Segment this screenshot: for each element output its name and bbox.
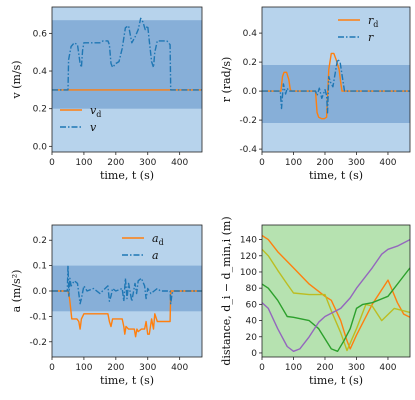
legend: rd r: [338, 14, 378, 44]
series-line-r_d: [262, 52, 410, 120]
x-tick-label: 100: [285, 363, 302, 373]
series-line-line-4: [262, 238, 410, 352]
y-tick-label: 0.6: [33, 29, 48, 39]
y-tick-label: -0.2: [29, 338, 47, 348]
y-tick-label: 0.0: [33, 287, 48, 297]
x-tick-label: 100: [285, 158, 302, 168]
y-tick-label: 0: [251, 349, 257, 359]
x-tick-label: 400: [379, 363, 396, 373]
x-tick-label: 100: [75, 363, 92, 373]
y-tick-label: 140: [240, 236, 257, 246]
plot-frame: [261, 224, 411, 358]
x-tick-label: 400: [379, 158, 396, 168]
x-tick-label: 400: [171, 363, 188, 373]
legend-label: r: [368, 31, 374, 44]
x-tick-label: 300: [348, 158, 365, 168]
x-tick-label: 200: [316, 363, 333, 373]
x-axis-label: time, t (s): [309, 169, 363, 182]
y-tick-label: 0.0: [243, 87, 258, 97]
y-axis-label: v (m/s): [10, 60, 23, 99]
series-line-line-2: [262, 248, 410, 352]
chart-panel-4: 0 100 200 300 400 0 20 40 60 80 100 120 140 time, t (…: [220, 216, 411, 387]
y-tick-label: 0.4: [33, 67, 48, 77]
y-tick-label: 60: [246, 300, 258, 310]
x-tick-label: 300: [348, 363, 365, 373]
y-axis-label: distance, d_i − d_min,i (m): [220, 216, 233, 365]
y-tick-label: -0.1: [29, 312, 47, 322]
series-line-line-1: [262, 234, 410, 350]
chart-panel-3: 0 100 200 300 400 -0.2 -0.1 0.0 0.1 0.2 time, t (s…: [10, 224, 203, 387]
series-line-r: [262, 58, 410, 114]
x-tick-label: 200: [107, 158, 124, 168]
y-tick-label: 80: [246, 284, 258, 294]
y-tick-label: 0.2: [33, 236, 47, 246]
chart-panel-2: 0 100 200 300 400 -0.4 -0.2 0.0 0.2 0.4 time, t (s…: [220, 6, 411, 182]
x-tick-label: 0: [49, 158, 55, 168]
plot-frame: [51, 6, 203, 153]
legend-label: rd: [368, 14, 378, 29]
y-tick-label: 0.2: [243, 58, 257, 68]
y-tick-label: 0.2: [33, 105, 47, 115]
y-tick-label: -0.4: [239, 145, 257, 155]
bound-band: [262, 225, 410, 357]
y-tick-label: 0.1: [33, 262, 47, 272]
x-axis-label: time, t (s): [100, 374, 154, 387]
bound-band: [52, 20, 202, 109]
legend: vd v: [60, 104, 101, 134]
x-tick-label: 300: [139, 363, 156, 373]
x-tick-label: 100: [75, 158, 92, 168]
series-line-a: [52, 264, 202, 305]
series-line-a_d: [52, 290, 202, 338]
legend: ad a: [122, 232, 164, 262]
x-tick-label: 200: [107, 363, 124, 373]
series-line-v: [52, 17, 202, 91]
x-axis-label: time, t (s): [309, 374, 363, 387]
x-tick-label: 400: [171, 158, 188, 168]
x-tick-label: 0: [49, 363, 55, 373]
x-tick-label: 0: [259, 158, 265, 168]
y-axis-label: a (m/s²): [10, 270, 23, 313]
y-tick-label: 0.4: [243, 29, 258, 39]
legend-label: a: [152, 249, 159, 262]
legend-label: ad: [152, 232, 164, 247]
y-axis-label: r (rad/s): [220, 57, 233, 103]
x-axis-label: time, t (s): [100, 169, 154, 182]
plot-frame: [261, 6, 411, 153]
x-tick-label: 200: [316, 158, 333, 168]
bound-band: [52, 265, 202, 312]
y-tick-label: 120: [240, 252, 257, 262]
y-tick-label: 0.0: [33, 142, 48, 152]
series-line-line-3: [262, 267, 410, 352]
legend-label: vd: [90, 104, 101, 119]
chart-panel-1: 0 100 200 300 400 0.0 0.2 0.4 0.6 time, t (s) v (m…: [10, 6, 203, 182]
x-tick-label: 300: [139, 158, 156, 168]
y-tick-label: 40: [246, 317, 258, 327]
x-tick-label: 0: [259, 363, 265, 373]
y-tick-label: 20: [246, 333, 258, 343]
y-tick-label: 100: [240, 268, 257, 278]
y-tick-label: -0.2: [239, 116, 257, 126]
legend-label: v: [90, 121, 97, 134]
